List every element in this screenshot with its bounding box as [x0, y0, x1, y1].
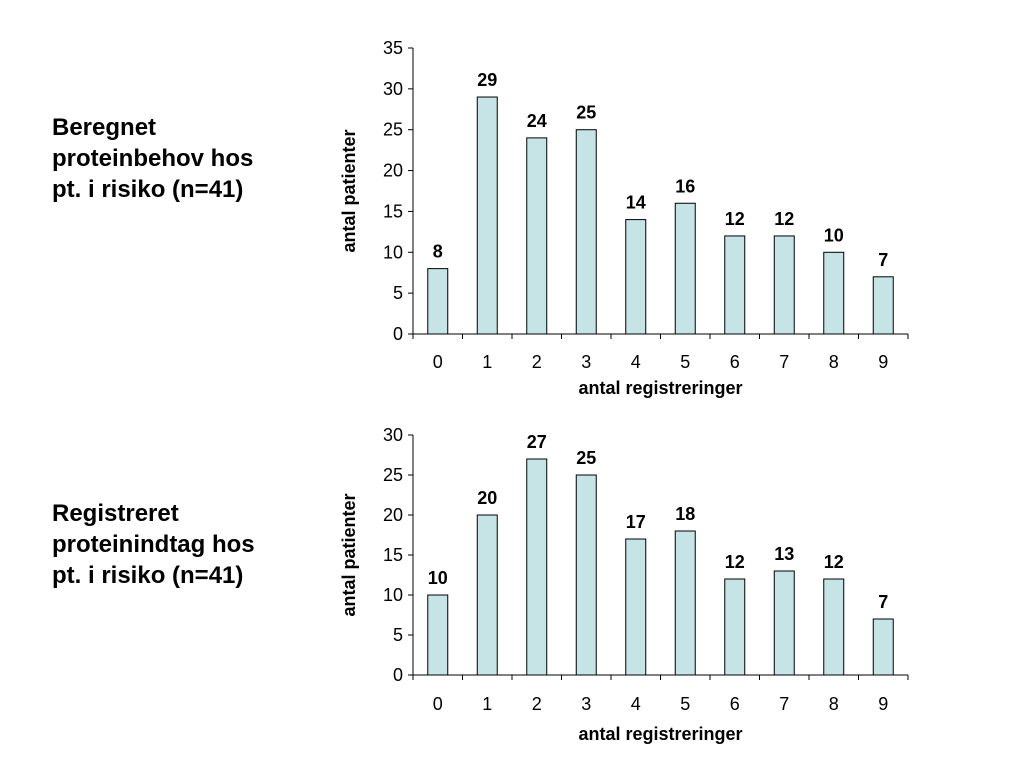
x-tick-label: 4	[631, 352, 641, 372]
x-tick-label: 4	[631, 694, 641, 714]
x-axis-title: antal registreringer	[578, 378, 742, 398]
y-tick-label: 0	[393, 665, 403, 685]
bar	[872, 276, 894, 335]
y-tick-label: 30	[383, 79, 403, 99]
x-tick-label: 6	[730, 352, 740, 372]
bar-value-label: 7	[878, 592, 888, 612]
bar-value-label: 10	[428, 568, 448, 588]
x-tick-label: 7	[779, 694, 789, 714]
bar	[575, 129, 597, 335]
y-tick-label: 5	[393, 283, 403, 303]
x-tick-label: 3	[581, 352, 591, 372]
x-tick-label: 0	[433, 694, 443, 714]
bar	[674, 530, 696, 676]
bar-value-label: 29	[477, 70, 497, 90]
bar	[674, 202, 696, 335]
y-axis-title: antal patienter	[339, 129, 359, 252]
bar-value-label: 25	[576, 448, 596, 468]
bar	[724, 235, 746, 335]
bar	[625, 538, 647, 676]
x-tick-label: 2	[532, 352, 542, 372]
bar-value-label: 7	[878, 250, 888, 270]
panel-1-title: Beregnet proteinbehov hos pt. i risiko (…	[52, 114, 254, 203]
bar	[476, 514, 498, 676]
bar-value-label: 12	[824, 552, 844, 572]
bar-value-label: 8	[433, 242, 443, 262]
y-tick-label: 15	[383, 545, 403, 565]
x-tick-label: 3	[581, 694, 591, 714]
bar	[823, 578, 845, 676]
x-tick-label: 1	[482, 352, 492, 372]
bar	[427, 268, 449, 335]
bar-value-label: 17	[626, 512, 646, 532]
x-axis-title: antal registreringer	[578, 724, 742, 744]
x-tick-label: 0	[433, 352, 443, 372]
x-tick-label: 2	[532, 694, 542, 714]
bar-value-label: 25	[576, 103, 596, 123]
bar-value-label: 13	[774, 544, 794, 564]
bar-value-label: 12	[725, 209, 745, 229]
bar	[773, 570, 795, 676]
bar	[625, 219, 647, 335]
bar-value-label: 12	[774, 209, 794, 229]
y-tick-label: 0	[393, 324, 403, 344]
bar	[575, 474, 597, 676]
chart-protein-requirement: 0 5 10 15 20 25 30 35 8 0 29 1 24 2 25 3 14 4 16 5 12 6 12 7 10 8…	[339, 38, 909, 398]
x-tick-label: 9	[878, 694, 888, 714]
x-tick-label: 9	[878, 352, 888, 372]
y-tick-label: 30	[383, 425, 403, 445]
bar	[476, 96, 498, 335]
bar-value-label: 12	[725, 552, 745, 572]
y-tick-label: 15	[383, 201, 403, 221]
x-tick-label: 8	[829, 352, 839, 372]
y-tick-label: 10	[383, 585, 403, 605]
y-tick-label: 25	[383, 465, 403, 485]
y-tick-label: 10	[383, 242, 403, 262]
bar	[427, 594, 449, 676]
bar	[773, 235, 795, 335]
bar	[526, 137, 548, 335]
y-tick-label: 20	[383, 161, 403, 181]
y-tick-label: 35	[383, 38, 403, 58]
bar-value-label: 16	[675, 176, 695, 196]
x-tick-label: 5	[680, 352, 690, 372]
bar	[823, 251, 845, 335]
panel-2-title: Registreret proteinindtag hos pt. i risi…	[52, 500, 255, 589]
x-tick-label: 7	[779, 352, 789, 372]
bar-value-label: 27	[527, 432, 547, 452]
bar-value-label: 18	[675, 504, 695, 524]
bar	[724, 578, 746, 676]
x-tick-label: 1	[482, 694, 492, 714]
chart-protein-intake: 0 5 10 15 20 25 30 10 0 20 1 27 2 25 3 17 4 18 5 12 6 13 7 12 8 7…	[339, 425, 909, 744]
bar-value-label: 24	[527, 111, 547, 131]
x-tick-label: 6	[730, 694, 740, 714]
y-tick-label: 5	[393, 625, 403, 645]
x-tick-label: 5	[680, 694, 690, 714]
bar	[872, 618, 894, 676]
bar-value-label: 20	[477, 488, 497, 508]
y-tick-label: 25	[383, 120, 403, 140]
y-axis-title: antal patienter	[339, 493, 359, 616]
y-tick-label: 20	[383, 505, 403, 525]
bar	[526, 458, 548, 676]
bar-value-label: 14	[626, 193, 646, 213]
bar-value-label: 10	[824, 225, 844, 245]
x-tick-label: 8	[829, 694, 839, 714]
